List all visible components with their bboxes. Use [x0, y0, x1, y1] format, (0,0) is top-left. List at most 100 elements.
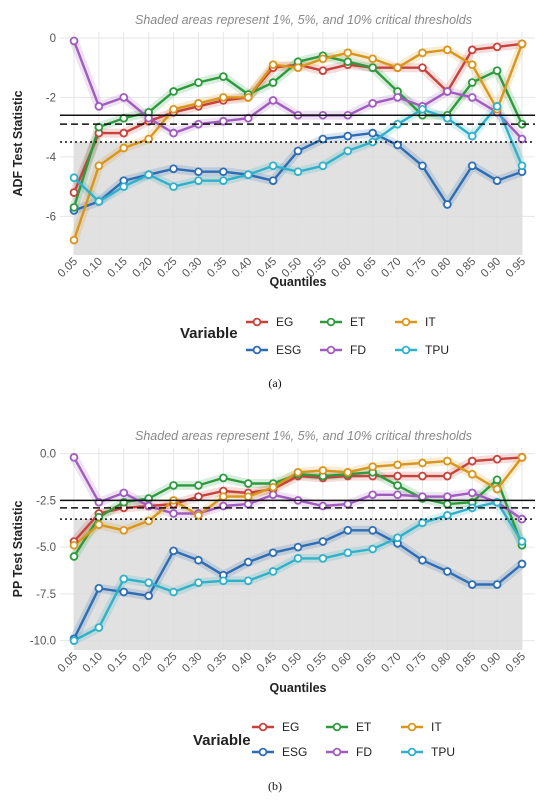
data-point-fd	[69, 36, 79, 46]
legend-item-fd: FD	[326, 745, 372, 759]
data-point-it	[418, 48, 427, 58]
data-point-esg	[368, 128, 377, 138]
data-point-et	[492, 475, 502, 485]
data-point-eg	[318, 66, 328, 75]
data-point-esg	[318, 537, 328, 546]
legend-label: ESG	[282, 745, 307, 759]
x-tick-label: 0.40	[230, 256, 254, 280]
legend-swatch-marker	[401, 345, 411, 355]
data-point-it	[517, 453, 527, 462]
data-point-eg	[467, 456, 477, 466]
data-point-it	[219, 492, 228, 501]
legend-label: TPU	[425, 343, 449, 357]
legend-item-esg: ESG	[252, 745, 307, 759]
data-point-it	[94, 161, 104, 171]
x-tick-label: 0.60	[330, 651, 354, 675]
data-point-tpu	[492, 102, 502, 111]
data-point-it	[268, 482, 278, 492]
data-point-fd	[119, 488, 129, 498]
data-point-eg	[467, 45, 477, 55]
legend-swatch-marker	[407, 747, 417, 757]
legend-label: EG	[276, 315, 293, 329]
x-tick-label: 0.25	[155, 256, 179, 280]
panel-label: (a)	[268, 376, 281, 390]
data-point-fd	[467, 93, 477, 102]
data-point-esg	[194, 555, 203, 565]
data-point-esg	[443, 567, 452, 576]
x-tick-label: 0.50	[280, 651, 304, 675]
x-tick-label: 0.40	[230, 651, 254, 675]
x-axis-title: Quantiles	[270, 275, 327, 289]
data-point-eg	[418, 63, 427, 72]
data-point-esg	[443, 200, 452, 209]
x-tick-label: 0.70	[379, 651, 403, 675]
x-tick-label: 0.25	[155, 651, 179, 675]
data-point-esg	[343, 525, 353, 535]
data-point-tpu	[94, 623, 104, 632]
data-point-esg	[368, 525, 377, 535]
data-point-esg	[268, 548, 278, 558]
x-tick-label: 0.85	[454, 651, 478, 675]
data-point-esg	[194, 167, 203, 177]
data-point-esg	[119, 587, 129, 597]
data-point-it	[69, 235, 79, 245]
data-point-it	[243, 492, 253, 501]
data-point-tpu	[318, 554, 328, 563]
data-point-it	[94, 520, 104, 529]
legend-item-it: IT	[395, 315, 436, 329]
legend-item-et: ET	[320, 315, 366, 329]
y-tick-label: -7.5	[36, 589, 56, 601]
data-point-esg	[144, 591, 153, 601]
legend-item-esg: ESG	[246, 343, 301, 357]
data-point-esg	[293, 542, 303, 552]
data-point-et	[368, 63, 377, 72]
x-tick-label: 0.80	[429, 256, 453, 280]
data-point-eg	[492, 42, 502, 52]
legend-swatch-marker	[252, 345, 262, 355]
data-point-et	[169, 481, 178, 490]
data-point-eg	[492, 454, 502, 464]
data-point-esg	[169, 546, 178, 556]
data-point-tpu	[268, 161, 278, 171]
data-point-fd	[119, 93, 129, 102]
legend-label: FD	[350, 343, 366, 357]
data-point-tpu	[418, 518, 427, 528]
data-point-tpu	[467, 131, 477, 141]
data-point-tpu	[169, 182, 178, 191]
data-point-tpu	[268, 567, 278, 576]
data-point-tpu	[194, 176, 203, 185]
legend-swatch-marker	[258, 747, 268, 757]
legend: Variable EG ESG ET FD IT TPU	[180, 315, 449, 357]
data-point-it	[119, 143, 129, 153]
x-tick-label: 0.80	[429, 651, 453, 675]
x-tick-label: 0.65	[354, 651, 378, 675]
data-point-fd	[393, 490, 402, 500]
x-tick-label: 0.20	[130, 256, 154, 280]
legend-swatch-marker	[401, 317, 411, 327]
data-point-fd	[368, 99, 377, 108]
data-point-tpu	[318, 161, 328, 171]
x-tick-label: 0.05	[56, 256, 80, 280]
data-point-et	[393, 481, 402, 490]
data-point-et	[169, 87, 178, 96]
x-tick-label: 0.90	[479, 651, 503, 675]
data-point-fd	[243, 499, 253, 509]
data-point-et	[69, 203, 79, 212]
x-tick-label: 0.05	[56, 651, 80, 675]
data-point-tpu	[144, 578, 153, 587]
data-point-it	[169, 105, 178, 114]
legend-item-tpu: TPU	[395, 343, 449, 357]
x-tick-label: 0.15	[106, 651, 130, 675]
data-point-it	[318, 466, 328, 475]
data-point-it	[368, 54, 377, 64]
legend-item-tpu: TPU	[401, 745, 455, 759]
data-point-tpu	[517, 537, 527, 546]
data-point-esg	[467, 161, 477, 171]
data-point-tpu	[293, 554, 303, 563]
data-point-esg	[293, 146, 303, 156]
legend-swatch-marker	[252, 317, 262, 327]
x-tick-label: 0.30	[180, 651, 204, 675]
data-point-fd	[219, 116, 228, 126]
x-tick-label: 0.30	[180, 256, 204, 280]
data-point-fd	[268, 96, 278, 105]
